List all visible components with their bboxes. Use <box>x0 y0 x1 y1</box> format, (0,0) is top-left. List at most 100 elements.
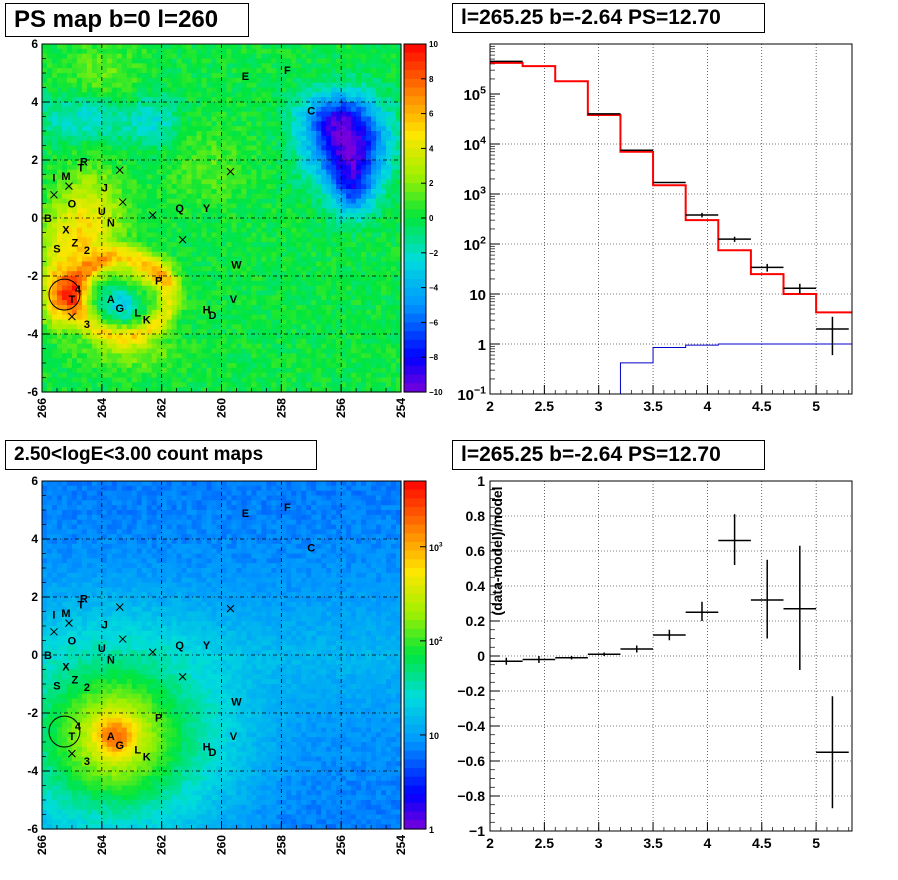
data-point <box>784 284 817 294</box>
source-label: I <box>52 609 55 621</box>
y-tick-label: 0.2 <box>466 613 486 629</box>
source-label: 3 <box>84 756 90 768</box>
source-label: K <box>143 315 151 327</box>
data-point <box>686 213 719 218</box>
source-label: N <box>107 217 115 229</box>
chart-title-3: 2.50<logE<3.00 count maps <box>5 440 317 470</box>
x-tick-label: 4.5 <box>752 398 772 414</box>
source-label: 2 <box>84 245 90 257</box>
residual-point <box>620 646 653 653</box>
x-tick-label: 256 <box>334 835 348 855</box>
x-tick-label: 262 <box>155 835 169 855</box>
colorbar-tick-label: 6 <box>429 110 434 119</box>
source-label: P <box>155 275 162 287</box>
y-tick-label: -4 <box>27 327 38 341</box>
source-label: V <box>230 731 238 743</box>
x-tick-label: 256 <box>334 398 348 418</box>
x-tick-label: 4.5 <box>752 835 772 851</box>
source-label: Q <box>175 640 184 652</box>
source-label: J <box>102 183 108 195</box>
source-label: 4 <box>75 284 82 296</box>
y-tick-label: 6 <box>31 474 38 488</box>
source-label: D <box>209 747 217 759</box>
residual-point <box>523 656 556 663</box>
x-tick-label: 2 <box>486 398 494 414</box>
source-label: I <box>52 172 55 184</box>
x-tick-label: 264 <box>95 398 109 418</box>
colorbar-tick-label: 4 <box>429 144 434 153</box>
y-tick-label: -2 <box>27 269 38 283</box>
source-label: C <box>307 106 315 118</box>
source-label: T <box>69 731 76 743</box>
source-label: F <box>284 65 291 77</box>
source-label: F <box>284 502 291 514</box>
source-label: U <box>98 643 106 655</box>
source-label: D <box>209 310 217 322</box>
y-tick-label: 10−1 <box>457 384 486 404</box>
source-label: B <box>44 213 52 225</box>
y-tick-label: 1 <box>478 337 486 354</box>
source-label: E <box>242 71 249 83</box>
residual-point <box>686 602 719 621</box>
y-tick-label: 0.6 <box>466 543 486 559</box>
y-tick-label: 0 <box>31 211 38 225</box>
y-tick-label: -6 <box>27 385 38 399</box>
colorbar-tick-label: 102 <box>429 636 443 647</box>
source-label: L <box>134 307 141 319</box>
colorbar-tick-label: −4 <box>429 284 439 293</box>
y-tick-label: -6 <box>27 822 38 836</box>
x-tick-label: 260 <box>215 398 229 418</box>
data-point <box>718 237 751 242</box>
source-label: E <box>242 508 249 520</box>
source-label: O <box>68 636 77 648</box>
y-tick-label: 0 <box>477 648 485 664</box>
chart-title-1: PS map b=0 l=260 <box>5 3 249 37</box>
source-label: O <box>68 199 77 211</box>
x-tick-label: 258 <box>274 398 288 418</box>
x-tick-label: 254 <box>394 835 408 855</box>
source-label: J <box>102 620 108 632</box>
y-tick-label: 104 <box>463 134 486 154</box>
x-tick-label: 3 <box>595 398 603 414</box>
y-tick-label: 0.4 <box>466 578 486 594</box>
source-label: A <box>107 294 115 306</box>
y-tick-label: 102 <box>463 234 486 254</box>
source-label: L <box>134 744 141 756</box>
source-label: X <box>62 662 70 674</box>
y-tick-label: −0.6 <box>457 753 485 769</box>
source-label: M <box>61 608 70 620</box>
colorbar-tick-label: 0 <box>429 214 434 223</box>
source-label: S <box>53 243 60 255</box>
source-label: V <box>230 294 238 306</box>
y-tick-label: 4 <box>31 95 38 109</box>
residual-point <box>653 630 686 641</box>
y-tick-label: -2 <box>27 706 38 720</box>
source-label: T <box>69 294 76 306</box>
colorbar-tick-label: −2 <box>429 249 439 258</box>
x-tick-label: 264 <box>95 835 109 855</box>
colorbar-tick-label: 103 <box>429 542 443 553</box>
source-label: U <box>98 206 106 218</box>
residual-point <box>784 546 817 670</box>
source-label: W <box>231 259 242 271</box>
colorbar-tick-label: 10 <box>429 731 439 741</box>
colorbar-tick-label: 1 <box>429 825 434 835</box>
source-label: 2 <box>84 682 90 694</box>
colorbar-tick-label: −8 <box>429 353 439 362</box>
source-label: C <box>307 543 315 555</box>
source-label: Z <box>72 238 79 250</box>
source-label: Y <box>203 203 211 215</box>
y-tick-label: −1 <box>469 823 485 839</box>
colorbar-tick-label: 2 <box>429 179 434 188</box>
y-tick-label: -4 <box>27 764 38 778</box>
source-label: Z <box>72 675 79 687</box>
y-tick-label: 4 <box>31 532 38 546</box>
source-label: K <box>143 752 151 764</box>
residual-point <box>588 653 621 657</box>
x-tick-label: 3.5 <box>643 835 663 851</box>
y-tick-label: 103 <box>463 184 486 204</box>
